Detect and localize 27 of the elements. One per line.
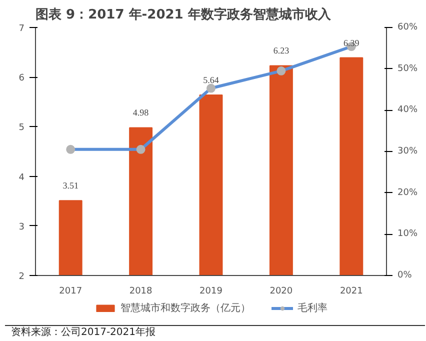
y2-tick-label: 30% [398,146,418,156]
x-tick-label: 2019 [200,286,223,296]
y-tick-label: 7 [18,24,25,34]
text: 资料来源：公司2017-2021年报 [11,326,156,340]
y2-tick-label: 40% [398,105,418,116]
legend-label: 毛利率 [298,302,328,315]
y2-tick-label: 50% [398,64,418,74]
y-tick-label: 5 [18,123,25,134]
y2-tick-label: 60% [398,22,418,32]
x-tick-label: 2018 [129,286,153,296]
y-tick-label: 2 [18,272,25,282]
data-label: 6.39 [344,38,360,48]
y-tick-label: 6 [18,74,25,84]
x-tick-label: 2017 [59,286,82,296]
y-tick-label: 4 [18,172,25,183]
y2-tick-label: 10% [398,229,418,240]
chart-title: 图表 9：2017 年-2021 年数字政务智慧城市收入 [36,6,332,22]
x-tick-label: 2021 [340,286,363,296]
x-tick-label: 2020 [270,286,293,296]
data-label: 4.98 [132,108,150,118]
y2-tick-label: 20% [398,188,418,198]
data-label: 3.51 [62,180,78,191]
y2-tick-label: 0% [398,270,412,280]
y-tick-label: 3 [18,222,25,232]
legend-label: 智慧城市和数字政务（亿元） [120,302,250,315]
data-label: 6.23 [273,46,290,56]
data-label: 5.64 [203,74,220,85]
